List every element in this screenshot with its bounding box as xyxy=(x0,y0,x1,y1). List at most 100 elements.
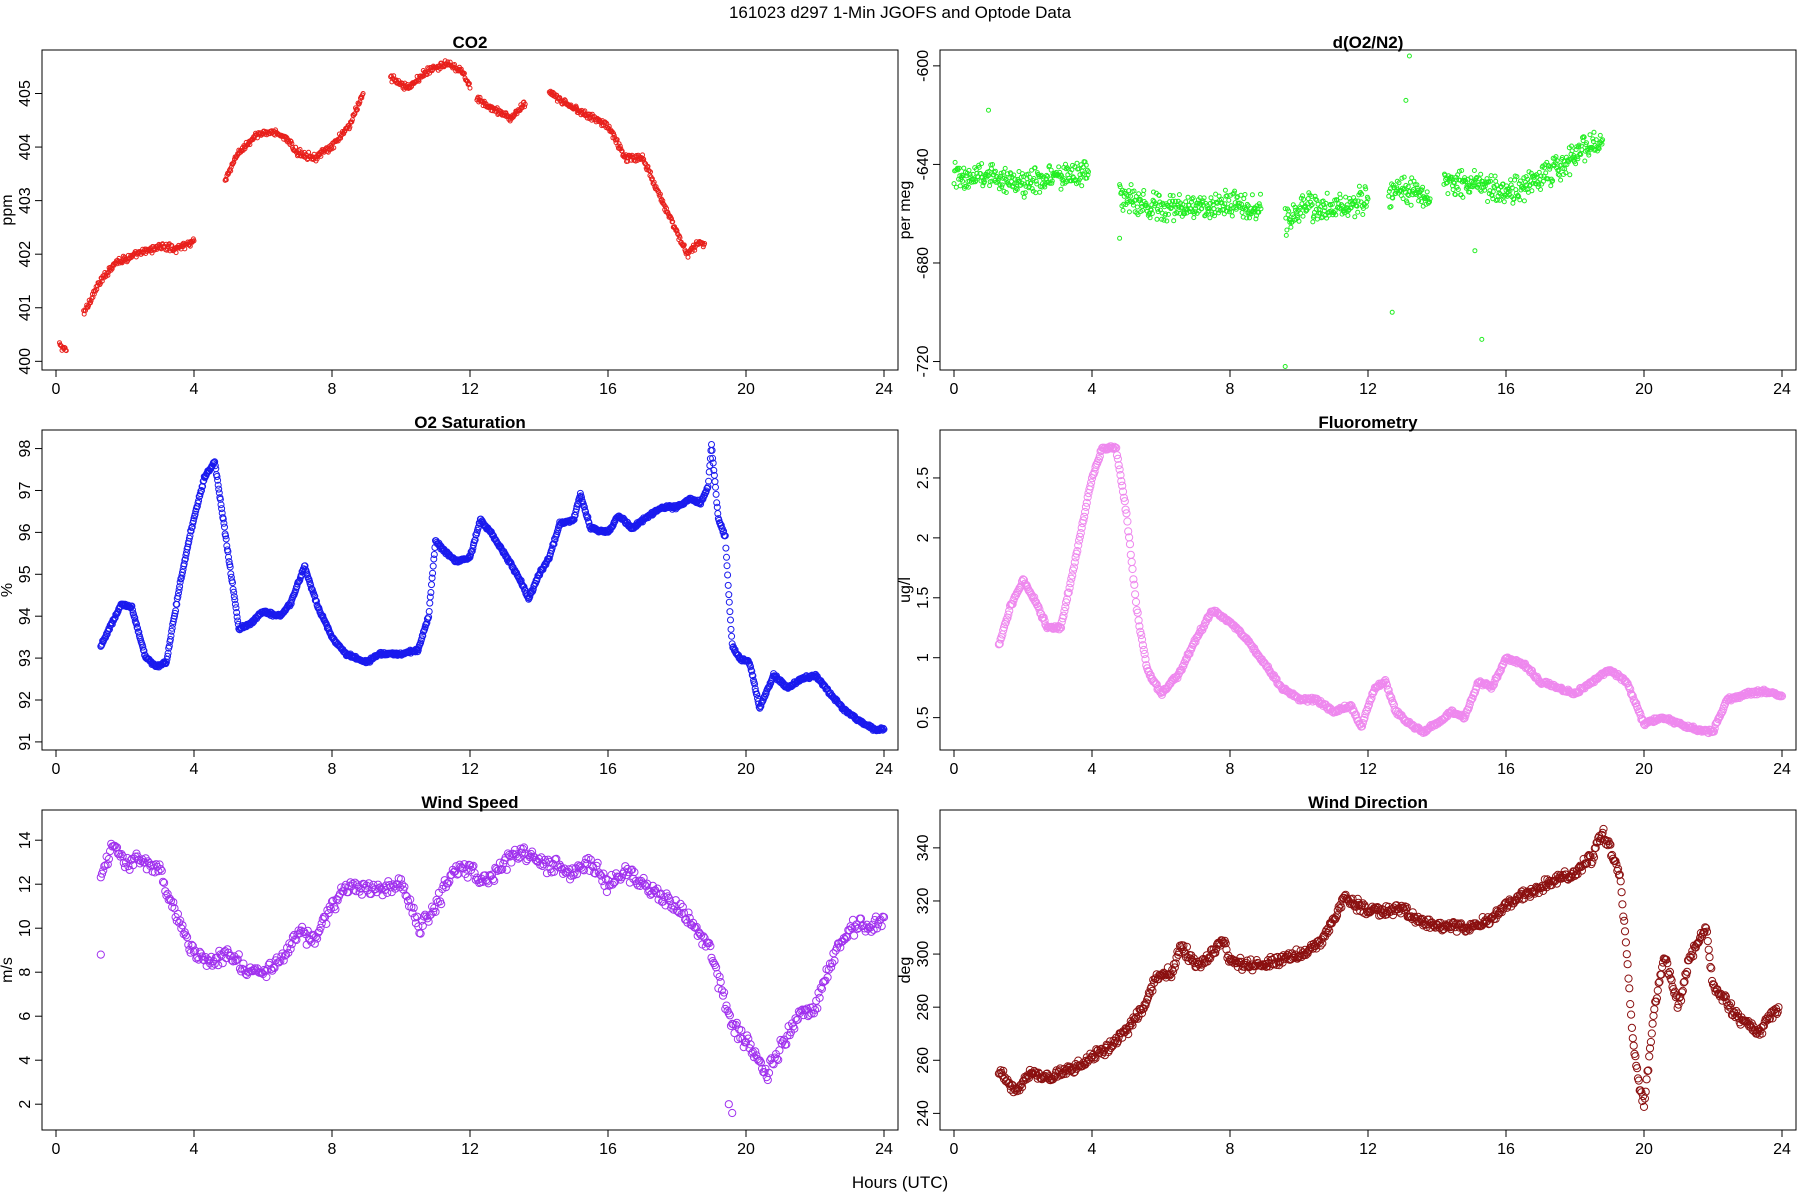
data-point xyxy=(1468,175,1474,181)
data-point xyxy=(425,608,433,615)
data-point xyxy=(1136,627,1145,637)
data-point xyxy=(225,553,232,561)
data-point xyxy=(1488,682,1497,691)
data-point xyxy=(777,1039,786,1048)
data-point xyxy=(630,868,639,877)
x-tick-label: 20 xyxy=(737,761,755,778)
data-point xyxy=(197,487,205,495)
data-point xyxy=(1120,497,1129,506)
y-tick-label: 8 xyxy=(17,968,34,977)
data-point xyxy=(1578,152,1584,157)
data-point xyxy=(1008,600,1017,609)
y-axis-label: ug/l xyxy=(897,577,914,603)
data-point xyxy=(550,540,558,548)
y-tick-label: -720 xyxy=(915,345,932,377)
data-point xyxy=(727,616,734,624)
data-point xyxy=(430,903,439,913)
data-point xyxy=(1002,615,1011,624)
data-point xyxy=(749,672,757,680)
data-point xyxy=(1151,679,1160,688)
data-point xyxy=(422,912,431,921)
data-point xyxy=(1324,190,1330,196)
data-point xyxy=(611,132,617,138)
data-point xyxy=(709,459,717,467)
data-point xyxy=(1081,507,1090,517)
data-point xyxy=(1061,603,1070,612)
data-point xyxy=(1127,557,1136,567)
data-point xyxy=(1163,211,1169,217)
data-point xyxy=(708,441,715,448)
data-point xyxy=(437,900,446,909)
data-point xyxy=(684,908,693,917)
data-point xyxy=(751,1047,760,1056)
x-tick-label: 12 xyxy=(461,1141,479,1158)
data-point xyxy=(1424,189,1430,195)
data-point xyxy=(746,1040,755,1049)
data-point xyxy=(711,478,719,486)
y-tick-label: 97 xyxy=(17,481,34,499)
data-point xyxy=(1147,215,1153,221)
data-point xyxy=(1538,187,1543,192)
x-tick-label: 8 xyxy=(1226,1141,1235,1158)
data-point xyxy=(1576,142,1582,148)
data-point xyxy=(215,485,223,493)
data-point xyxy=(318,153,324,159)
data-point xyxy=(1380,677,1389,686)
data-point xyxy=(1222,187,1228,193)
data-point xyxy=(344,888,353,897)
data-point xyxy=(498,865,507,874)
data-point xyxy=(1189,199,1194,205)
x-tick-label: 24 xyxy=(875,381,893,398)
data-point xyxy=(218,959,227,968)
data-point xyxy=(1140,191,1146,197)
x-tick-label: 8 xyxy=(328,381,337,398)
data-point xyxy=(1134,204,1140,210)
x-tick-label: 12 xyxy=(1359,1141,1377,1158)
data-point xyxy=(702,241,708,246)
data-point xyxy=(1070,558,1079,567)
data-point xyxy=(1591,129,1597,135)
data-point xyxy=(459,864,468,873)
data-point xyxy=(105,272,111,278)
data-point xyxy=(1150,677,1159,686)
data-point xyxy=(1340,203,1346,209)
data-point xyxy=(453,870,462,879)
data-point xyxy=(378,891,387,900)
data-point xyxy=(1501,199,1507,205)
data-point xyxy=(681,242,687,248)
data-point xyxy=(705,468,713,476)
data-point xyxy=(739,1043,748,1052)
data-point xyxy=(1360,212,1366,217)
data-point xyxy=(1477,187,1483,193)
data-point xyxy=(164,652,172,660)
data-point xyxy=(1030,593,1039,602)
data-point xyxy=(1585,150,1591,156)
data-point xyxy=(471,536,479,544)
data-point xyxy=(1386,188,1392,194)
data-point xyxy=(1215,207,1221,213)
y-axis-label: % xyxy=(0,583,16,597)
data-point xyxy=(828,959,837,968)
data-point xyxy=(816,983,825,992)
data-point xyxy=(657,191,663,197)
data-point xyxy=(1168,205,1174,211)
data-point xyxy=(99,866,108,875)
data-point xyxy=(1068,571,1077,580)
plot-frame xyxy=(41,49,899,371)
data-point xyxy=(312,597,320,605)
y-tick-label: 93 xyxy=(17,649,34,667)
data-point xyxy=(1033,178,1039,184)
data-point xyxy=(1197,200,1202,206)
data-point xyxy=(229,585,237,593)
data-point xyxy=(976,164,982,170)
data-point xyxy=(391,884,400,893)
data-point xyxy=(839,934,848,943)
data-point xyxy=(690,923,699,932)
data-point xyxy=(1118,481,1127,490)
data-point xyxy=(331,145,337,151)
data-point xyxy=(669,216,674,222)
x-tick-label: 24 xyxy=(1773,381,1791,398)
data-series xyxy=(994,442,1787,738)
data-point xyxy=(1064,588,1073,597)
data-point xyxy=(430,551,438,558)
